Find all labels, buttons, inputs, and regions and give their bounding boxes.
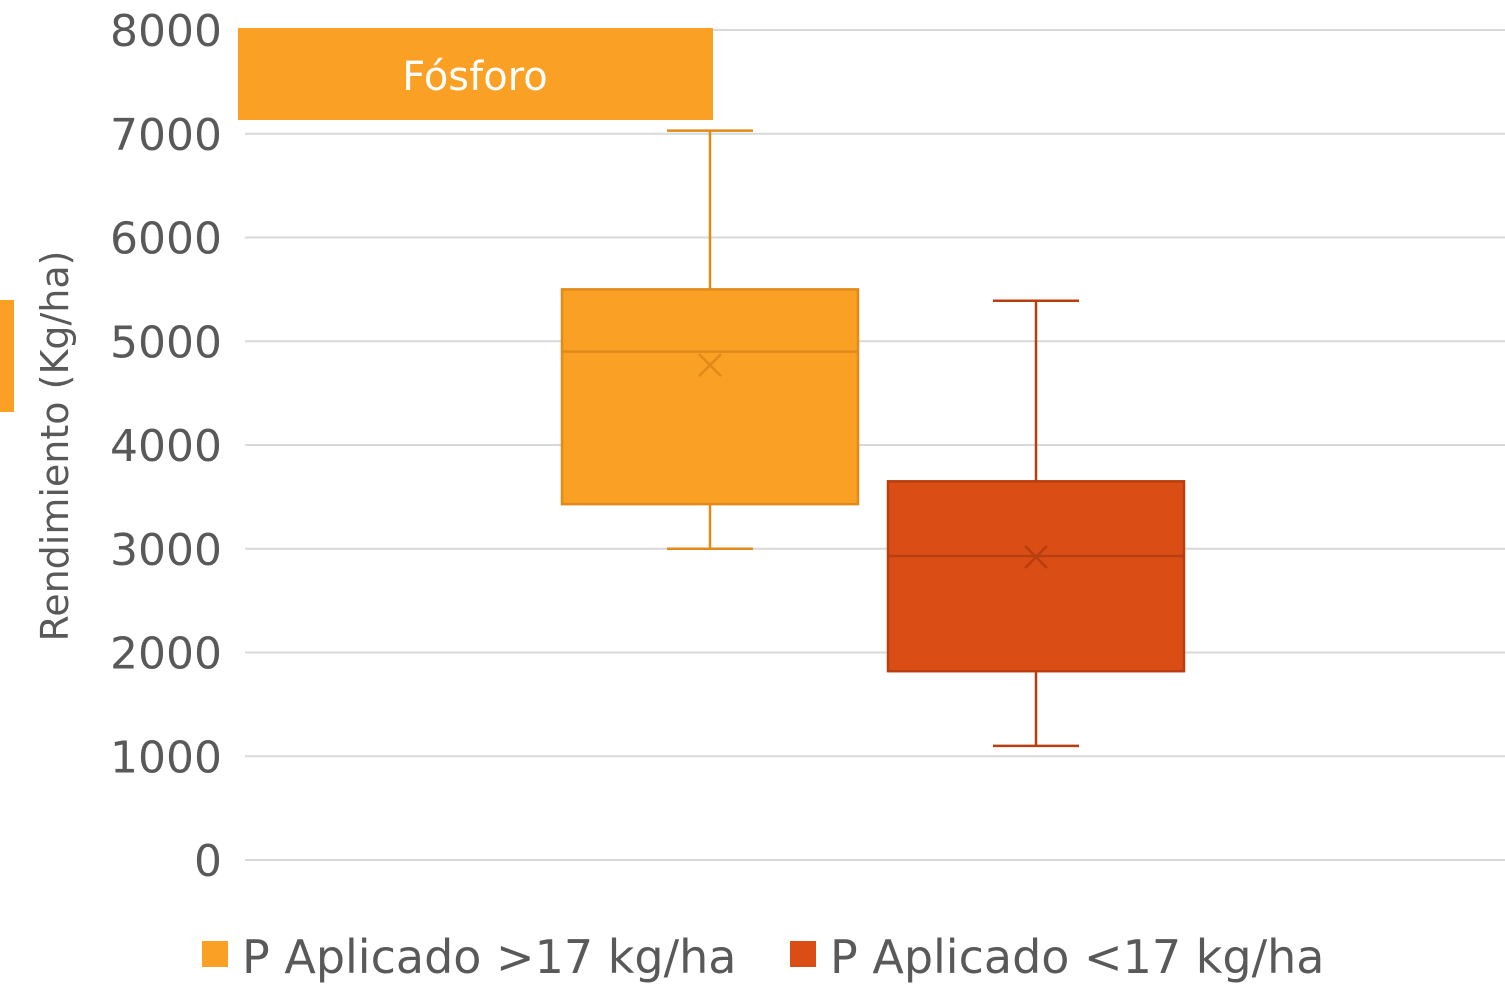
y-tick-label: 6000 <box>110 214 222 265</box>
mean-marker <box>698 353 722 377</box>
box-series <box>560 129 1186 748</box>
y-tick-label: 4000 <box>110 421 222 472</box>
iqr-box <box>560 288 860 506</box>
mean-marker <box>1024 545 1048 569</box>
iqr-box <box>886 480 1186 673</box>
y-tick-label: 3000 <box>110 525 222 576</box>
chart-tag-label: Fósforo <box>402 54 548 100</box>
y-tick-label: 2000 <box>110 629 222 680</box>
y-tick-label: 7000 <box>110 110 222 161</box>
gridlines <box>245 29 1505 861</box>
legend-label: P Aplicado >17 kg/ha <box>242 930 736 984</box>
y-tick-label: 5000 <box>110 317 222 368</box>
chart-tag-background <box>238 28 713 120</box>
cropped-edge-marker <box>0 300 14 412</box>
legend-swatch <box>790 941 816 967</box>
y-axis-ticks: 0 1000 2000 3000 4000 5000 6000 7000 8000 <box>110 6 222 887</box>
y-tick-label: 0 <box>194 836 222 887</box>
y-tick-label: 8000 <box>110 6 222 57</box>
y-tick-label: 1000 <box>110 732 222 783</box>
chart-tag: Fósforo <box>238 28 713 120</box>
box-2 <box>886 299 1186 748</box>
legend-label: P Aplicado <17 kg/ha <box>830 930 1324 984</box>
legend: P Aplicado >17 kg/ha P Aplicado <17 kg/ha <box>202 930 1324 984</box>
box-1 <box>560 129 860 550</box>
y-axis-label: Rendimiento (Kg/ha) <box>33 251 77 642</box>
legend-swatch <box>202 941 228 967</box>
